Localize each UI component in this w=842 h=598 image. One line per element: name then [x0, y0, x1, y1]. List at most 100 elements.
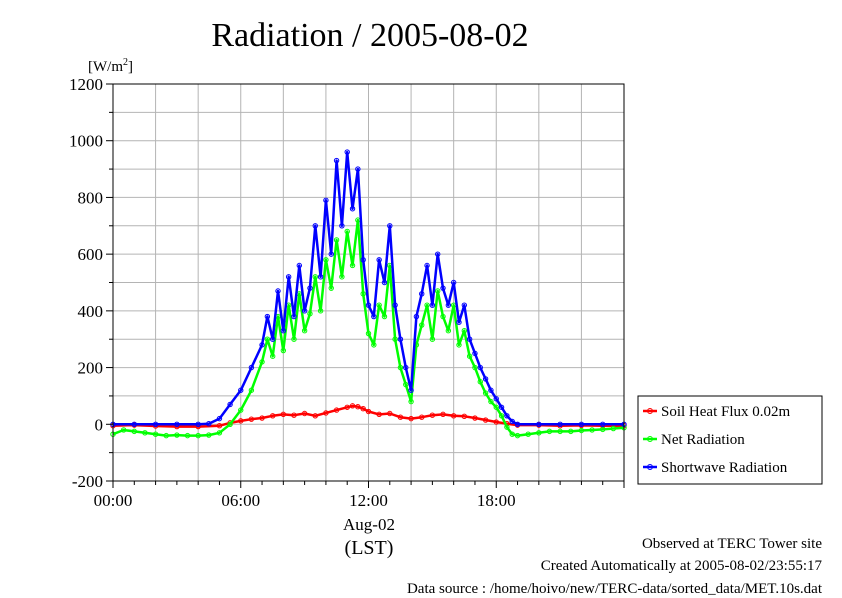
data-point — [419, 414, 425, 420]
data-point — [120, 427, 127, 433]
data-point — [461, 413, 468, 420]
data-point — [280, 347, 287, 354]
data-point — [461, 302, 468, 308]
data-point — [445, 302, 452, 308]
data-point — [349, 403, 356, 409]
data-point — [376, 257, 382, 263]
data-point — [301, 308, 308, 314]
data-point — [269, 336, 276, 342]
data-point — [307, 285, 313, 291]
y-tick-label: -200 — [72, 472, 103, 491]
data-point — [445, 328, 452, 334]
data-point — [339, 223, 345, 229]
footer-data-source: Data source : /home/hoivo/new/TERC-data/… — [406, 581, 822, 597]
series-2 — [110, 149, 627, 427]
y-tick-label: 400 — [78, 302, 104, 321]
data-point — [371, 313, 377, 320]
data-point — [291, 336, 297, 342]
data-point — [344, 149, 350, 155]
data-point — [344, 228, 350, 235]
data-point — [557, 421, 563, 427]
data-point — [477, 379, 483, 385]
data-point — [317, 308, 324, 314]
y-tick-label: 0 — [95, 415, 104, 434]
data-point — [450, 413, 457, 419]
data-point — [323, 257, 329, 263]
data-point — [371, 342, 377, 348]
data-point — [482, 390, 489, 396]
legend-marker — [647, 464, 653, 470]
data-point — [424, 262, 430, 269]
legend: Soil Heat Flux 0.02m Net Radiation Shortwa… — [637, 395, 823, 485]
legend-label: Net Radiation — [661, 432, 745, 448]
x-axis-date-label: Aug-02 — [343, 515, 395, 534]
data-point — [429, 412, 436, 418]
data-point — [344, 404, 350, 410]
data-point — [456, 319, 462, 325]
data-point — [413, 313, 420, 320]
data-point — [498, 404, 505, 410]
x-tick-label: 12:00 — [349, 491, 388, 510]
data-point — [355, 404, 361, 410]
data-point — [365, 408, 372, 415]
data-point — [450, 279, 457, 286]
data-point — [296, 262, 303, 269]
data-point — [291, 412, 297, 418]
data-point — [429, 336, 436, 342]
data-point — [269, 413, 276, 419]
data-point — [328, 251, 334, 257]
data-point — [216, 415, 223, 422]
data-point — [174, 432, 180, 438]
data-point — [482, 417, 489, 423]
chart-title: Radiation / 2005-08-02 — [211, 17, 528, 54]
data-point — [317, 274, 324, 280]
data-point — [333, 157, 340, 164]
data-point — [546, 428, 553, 435]
y-tick-label: 600 — [78, 245, 104, 264]
y-axis-unit-superscript: 2 — [123, 57, 128, 68]
legend-item: Soil Heat Flux 0.02m — [643, 404, 791, 420]
data-point — [238, 387, 244, 393]
data-point — [376, 302, 382, 308]
data-point — [419, 322, 425, 328]
data-point — [227, 401, 233, 408]
data-point — [333, 407, 340, 413]
series-line — [113, 150, 624, 426]
data-point — [440, 411, 446, 418]
data-point — [152, 421, 159, 427]
data-point — [434, 288, 441, 294]
data-point — [536, 430, 542, 436]
legend-marker — [647, 436, 653, 442]
legend-label: Soil Heat Flux 0.02m — [661, 404, 791, 420]
data-point — [195, 421, 201, 427]
legend-items: Soil Heat Flux 0.02m Net Radiation Shortwa… — [643, 404, 791, 476]
data-point — [408, 398, 414, 405]
data-point — [227, 421, 233, 427]
data-point — [434, 251, 441, 257]
data-point — [238, 407, 244, 413]
data-point — [472, 364, 478, 371]
data-point — [285, 274, 292, 280]
data-point — [397, 414, 404, 420]
data-point — [312, 413, 318, 419]
data-point — [259, 359, 265, 365]
data-point — [403, 381, 409, 388]
y-tick-label: 1200 — [69, 75, 103, 94]
data-point — [248, 416, 255, 422]
data-point — [408, 415, 414, 422]
y-axis-unit-base: [W/m — [88, 59, 123, 75]
data-point — [333, 237, 340, 243]
data-point — [216, 423, 223, 429]
grid-lines — [113, 84, 624, 481]
data-point — [280, 328, 287, 334]
data-point — [349, 206, 356, 212]
legend-marker — [647, 408, 653, 414]
x-axis-title: (LST) — [345, 537, 394, 559]
data-point — [387, 223, 393, 229]
legend-label: Shortwave Radiation — [661, 460, 788, 476]
data-point — [206, 421, 212, 427]
y-tick-label: 200 — [78, 359, 104, 378]
data-point — [514, 421, 521, 427]
y-axis: -200 0 200 400 600 800 1000 1200 — [69, 75, 113, 491]
